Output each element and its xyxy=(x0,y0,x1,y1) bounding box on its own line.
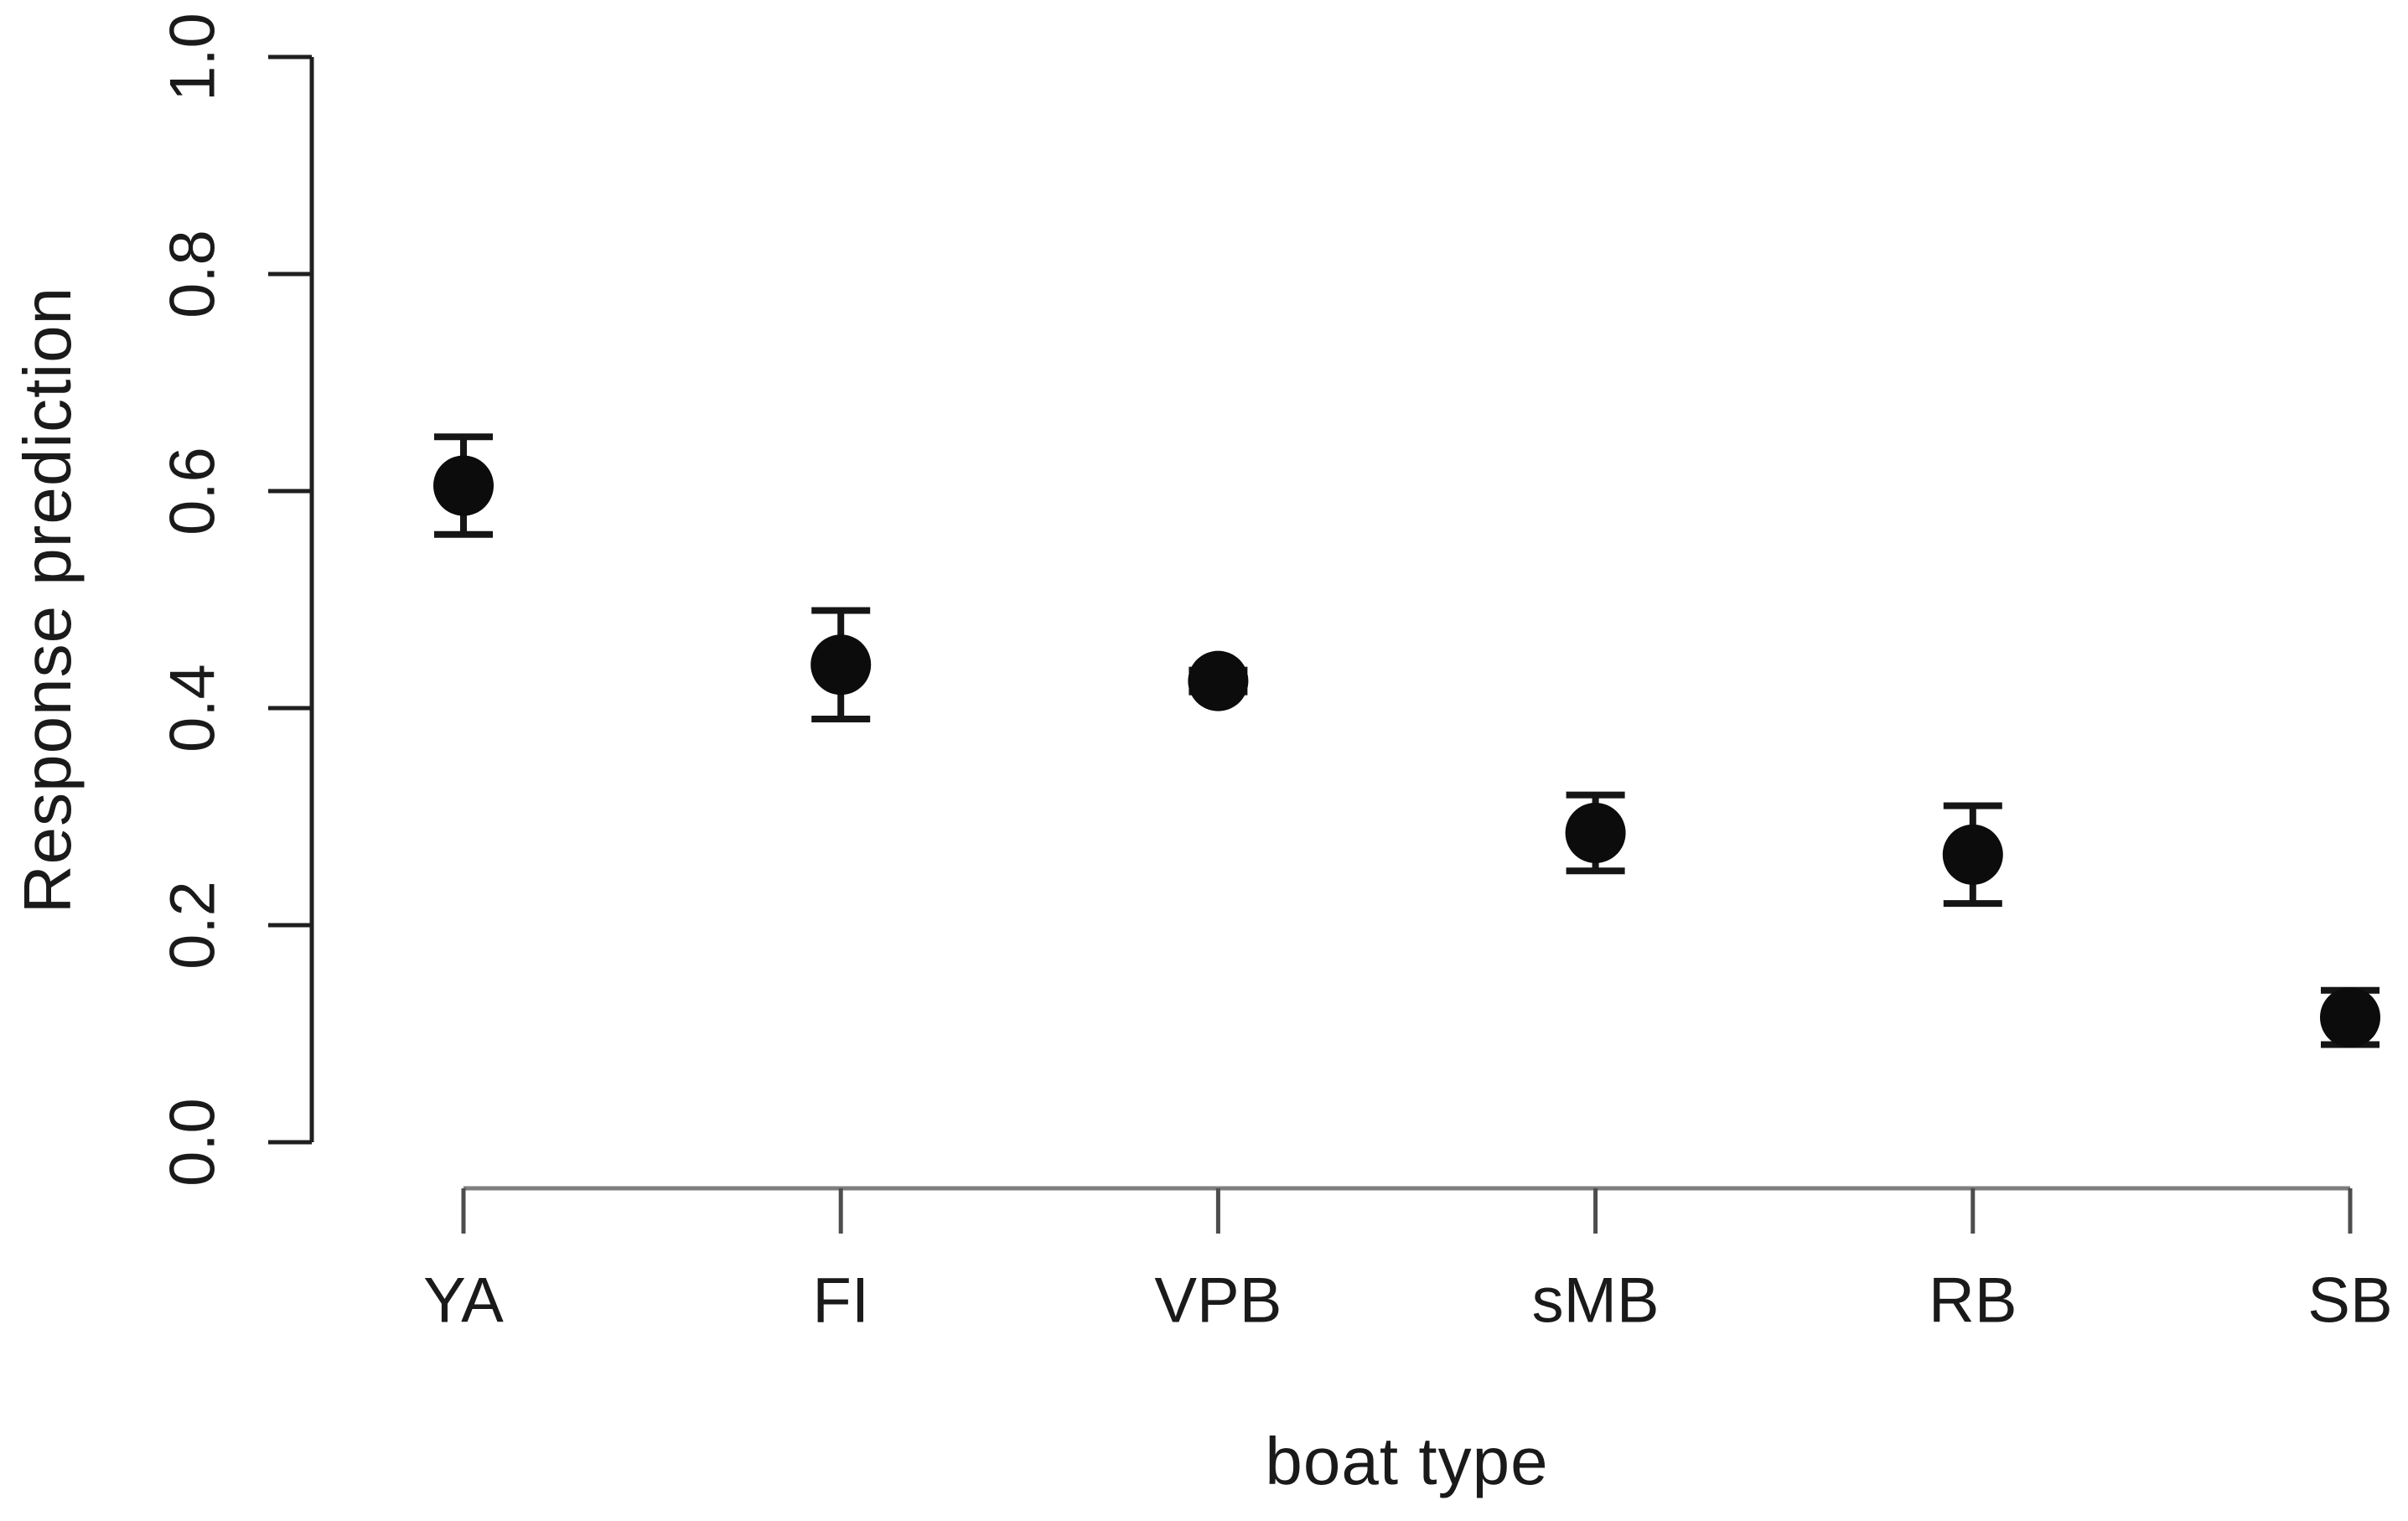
y-tick-label-0.8: 0.8 xyxy=(158,230,229,318)
data-point-RB xyxy=(1942,824,2003,885)
x-tick-label-SB: SB xyxy=(2307,1265,2392,1337)
y-tick-label-0.4: 0.4 xyxy=(158,664,229,753)
data-point-FI xyxy=(810,634,872,696)
y-tick-label-0.6: 0.6 xyxy=(158,447,229,535)
data-point-SB xyxy=(2320,987,2380,1048)
x-tick-label-sMB: sMB xyxy=(1532,1265,1660,1337)
x-tick-label-FI: FI xyxy=(812,1265,869,1337)
x-tick-label-RB: RB xyxy=(1929,1265,2017,1337)
y-tick-label-1.0: 1.0 xyxy=(158,13,229,101)
x-axis-title: boat type xyxy=(1265,1424,1549,1498)
data-point-sMB xyxy=(1565,802,1626,863)
y-axis-title: Response prediction xyxy=(10,286,85,914)
x-tick-label-YA: YA xyxy=(423,1265,504,1337)
y-tick-label-0.0: 0.0 xyxy=(158,1098,229,1187)
x-tick-label-VPB: VPB xyxy=(1154,1265,1282,1337)
data-point-VPB xyxy=(1188,650,1249,711)
y-tick-label-0.2: 0.2 xyxy=(158,881,229,970)
data-point-YA xyxy=(433,455,494,516)
